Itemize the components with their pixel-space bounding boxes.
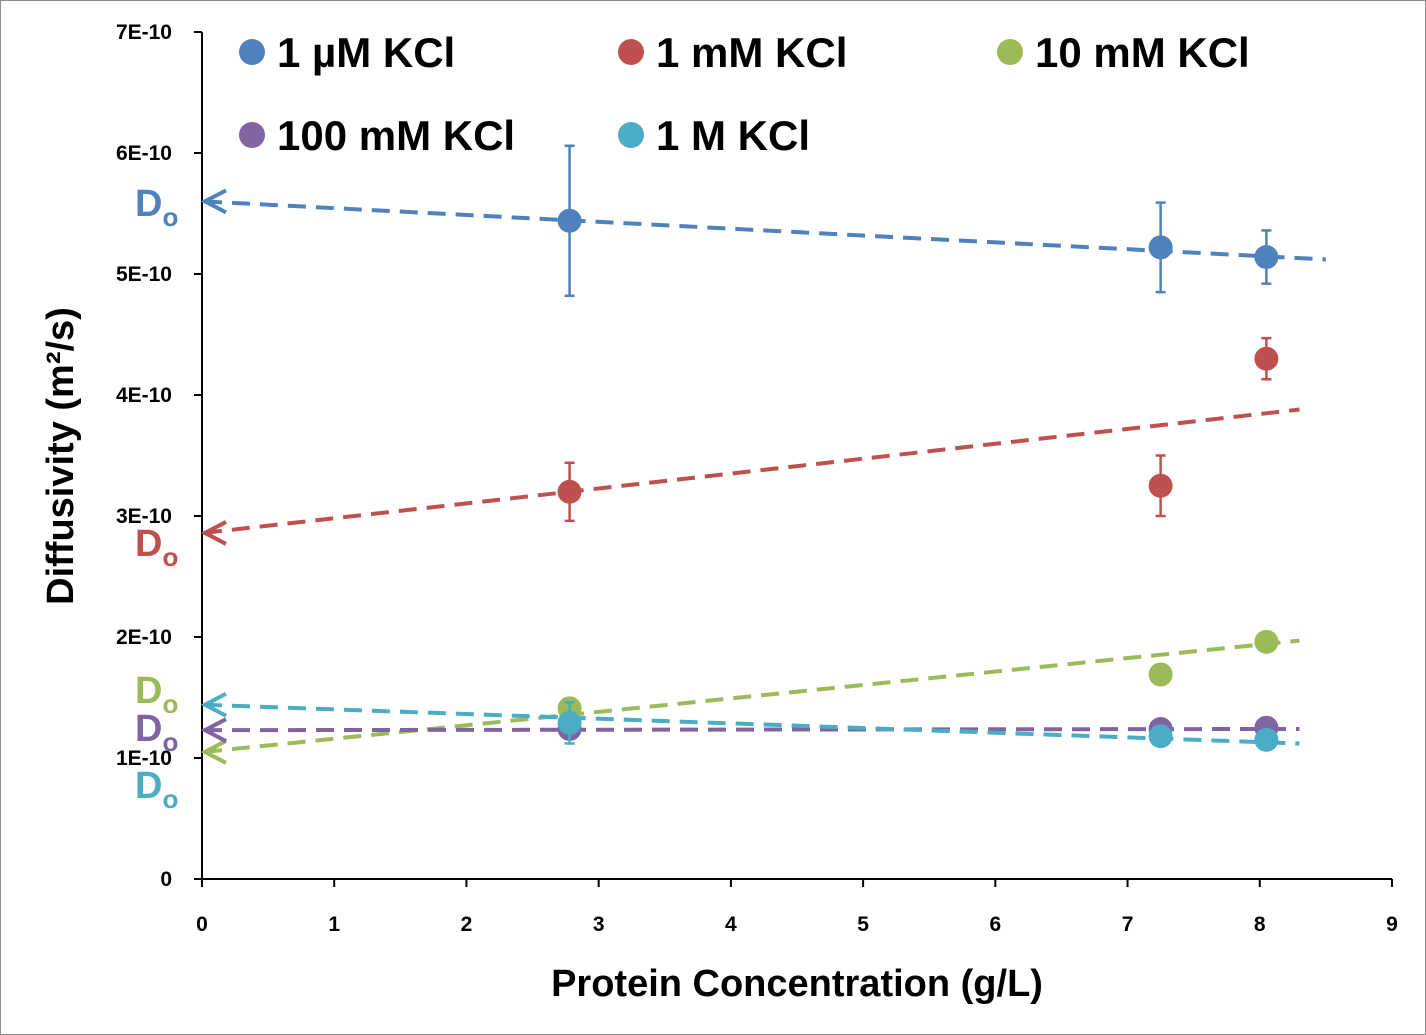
x-tick-label: 1 [328, 913, 340, 936]
trendline [203, 407, 1300, 535]
data-point [1254, 629, 1279, 654]
x-tick-label: 9 [1386, 913, 1398, 936]
legend-label: 10 mM KCl [1035, 29, 1250, 76]
data-points [557, 144, 1279, 752]
trendline [203, 702, 1300, 746]
trendlines [200, 188, 1326, 765]
intercept-label: Do [135, 523, 178, 572]
intercept-label: Do [135, 183, 178, 232]
x-tick-label: 8 [1254, 913, 1266, 936]
data-point [557, 710, 582, 735]
legend-marker [618, 39, 644, 65]
data-point [557, 208, 582, 233]
legend: 1 µM KCl 1 mM KCl 10 mM KCl 100 mM KCl 1 M K… [239, 29, 1250, 159]
intercept-arrow [200, 717, 227, 743]
x-tick-label: 7 [1122, 913, 1134, 936]
legend-marker [997, 39, 1023, 65]
x-tick-label: 3 [593, 913, 605, 936]
x-tick-label: 2 [461, 913, 473, 936]
y-tick-label: 5E-10 [116, 263, 172, 286]
data-point [1254, 245, 1279, 270]
intercept-arrow [200, 739, 227, 765]
legend-label: 1 M KCl [656, 112, 810, 159]
legend-marker [239, 39, 265, 65]
x-tick-label: 6 [989, 913, 1001, 936]
intercept-arrow [200, 188, 227, 215]
data-point [1148, 662, 1173, 687]
y-axis-title: Diffusivity (m²/s) [40, 307, 82, 605]
data-point [1148, 724, 1173, 749]
x-tick-label: 4 [725, 913, 737, 936]
legend-label: 1 µM KCl [277, 29, 455, 76]
y-tick-label: 0 [160, 868, 172, 891]
legend-label: 100 mM KCl [277, 112, 515, 159]
data-point [1254, 727, 1279, 752]
trendline [203, 199, 1326, 262]
intercept-label: Do [135, 765, 178, 814]
legend-marker [239, 122, 265, 148]
x-tick-label: 5 [857, 913, 869, 936]
intercept-label: Do [135, 708, 178, 757]
data-point [557, 479, 582, 504]
data-point [1254, 346, 1279, 371]
x-axis-title: Protein Concentration (g/L) [551, 963, 1043, 1005]
x-tick-label: 0 [196, 913, 208, 936]
y-tick-label: 3E-10 [116, 505, 172, 528]
legend-label: 1 mM KCl [656, 29, 847, 76]
y-tick-label: 6E-10 [116, 142, 172, 165]
data-point [1148, 235, 1173, 260]
axes: 0 1 2 3 4 5 6 7 8 9 0 1E-10 2E-10 3E-10 4E-10 5E-10 6E-1… [116, 21, 1398, 936]
trendline [203, 638, 1300, 754]
y-tick-label: 2E-10 [116, 626, 172, 649]
intercept-arrow [200, 520, 227, 546]
y-tick-label: 7E-10 [116, 21, 172, 44]
y-tick-label: 1E-10 [116, 747, 172, 770]
trendline [203, 726, 1300, 733]
y-tick-label: 4E-10 [116, 384, 172, 407]
intercept-arrow [200, 691, 227, 718]
data-point [1148, 473, 1173, 498]
legend-marker [618, 122, 644, 148]
